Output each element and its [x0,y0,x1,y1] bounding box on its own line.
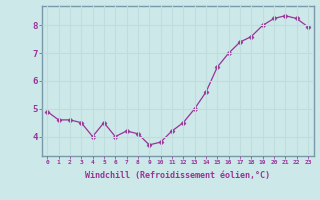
X-axis label: Windchill (Refroidissement éolien,°C): Windchill (Refroidissement éolien,°C) [85,171,270,180]
